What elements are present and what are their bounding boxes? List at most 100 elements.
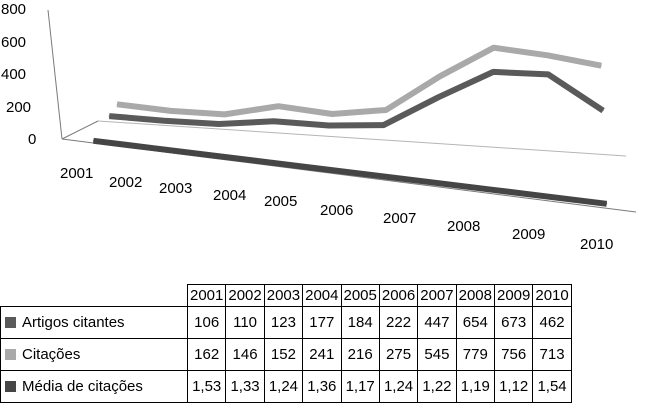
table-cell: 216	[340, 338, 380, 371]
y-axis-line	[47, 9, 63, 140]
data-point	[547, 73, 549, 75]
data-point	[224, 113, 226, 115]
data-point	[328, 125, 330, 126]
y-tick-label: 800	[1, 1, 26, 18]
table-year-header: 2001	[186, 284, 227, 307]
data-point	[273, 120, 275, 122]
x-tick-label: 2010	[580, 236, 613, 253]
table-cell: 162	[186, 338, 227, 371]
table-row: Média de citações 1,53 1,33 1,24 1,36 1,17 1,2…	[0, 370, 572, 403]
table-row: Artigos citantes 106 110 123 177 184 222 447 654…	[0, 306, 572, 339]
series-legend-cell: Citações	[0, 338, 188, 371]
y-tick-label: 600	[1, 34, 26, 51]
series-legend-cell: Artigos citantes	[0, 306, 188, 339]
table-cell: 1,12	[493, 370, 534, 403]
data-point	[108, 115, 110, 117]
data-point	[149, 147, 151, 149]
table-year-header: 2009	[493, 284, 534, 307]
x-tick-label: 2007	[383, 210, 416, 227]
table-corner	[0, 284, 188, 307]
legend-swatch	[5, 349, 16, 360]
table-year-header: 2010	[532, 284, 572, 307]
data-point	[492, 71, 494, 73]
data-point	[116, 103, 118, 105]
table-cell: 1,19	[455, 370, 496, 403]
series-name: Citações	[22, 346, 81, 363]
table-year-header: 2006	[378, 284, 419, 307]
table-cell: 654	[455, 306, 496, 339]
data-point	[207, 154, 208, 156]
data-table: 2001 2002 2003 2004 2005 2006 2007 2008 2009 2010…	[0, 284, 572, 403]
table-year-header: 2004	[302, 284, 342, 307]
x-tick-label: 2002	[109, 174, 142, 191]
data-point	[439, 75, 441, 77]
data-point	[163, 120, 165, 122]
table-cell: 110	[225, 306, 265, 339]
table-cell: 779	[455, 338, 496, 371]
data-point	[277, 105, 279, 107]
data-point	[383, 124, 385, 126]
data-point	[92, 140, 94, 142]
legend-swatch	[5, 381, 16, 392]
data-point	[331, 113, 333, 115]
table-year-header: 2008	[455, 284, 496, 307]
data-point	[549, 196, 551, 198]
table-cell: 1,33	[225, 370, 265, 403]
table-cell: 713	[532, 338, 572, 371]
table-cell: 177	[302, 306, 342, 339]
legend-swatch	[5, 317, 16, 328]
table-cell: 146	[225, 338, 265, 371]
data-point	[321, 168, 322, 170]
table-cell: 447	[417, 306, 457, 339]
table-year-header: 2002	[225, 284, 265, 307]
table-cell: 184	[340, 306, 380, 339]
table-year-header: 2005	[340, 284, 380, 307]
table-cell: 123	[263, 306, 304, 339]
data-point	[170, 110, 172, 112]
series-line	[108, 68, 605, 129]
data-point	[218, 123, 220, 125]
table-cell: 1,17	[340, 370, 380, 403]
table-cell: 1,54	[532, 370, 572, 403]
data-point	[264, 161, 265, 163]
series-name: Artigos citantes	[22, 314, 125, 331]
x-tick-label: 2006	[320, 202, 353, 219]
x-tick-label: 2005	[264, 193, 297, 210]
y-tick-label: 0	[28, 131, 36, 148]
x-tick-label: 2001	[60, 165, 93, 182]
table-cell: 106	[186, 306, 227, 339]
table-cell: 1,53	[186, 370, 227, 403]
x-tick-label: 2004	[213, 187, 246, 204]
y-tick-label: 400	[1, 66, 26, 83]
data-point	[435, 182, 437, 184]
series-line	[116, 44, 602, 118]
x-tick-label: 2008	[447, 218, 480, 235]
y-tick-label: 200	[6, 99, 31, 116]
table-year-header: 2007	[417, 284, 457, 307]
floor-back-edge	[97, 120, 627, 157]
x-tick-label: 2003	[159, 180, 192, 197]
table-cell: 1,22	[417, 370, 457, 403]
data-point	[600, 65, 602, 67]
table-cell: 1,24	[378, 370, 419, 403]
data-point	[378, 175, 380, 177]
data-point	[492, 189, 494, 191]
series-line	[93, 137, 608, 207]
data-point	[493, 47, 495, 49]
data-point	[547, 54, 548, 56]
table-header-row: 2001 2002 2003 2004 2005 2006 2007 2008 2009 2010	[0, 284, 572, 307]
table-cell: 241	[302, 338, 342, 371]
data-point	[606, 203, 608, 205]
table-cell: 545	[417, 338, 457, 371]
data-point	[602, 110, 604, 112]
x-tick-label: 2009	[512, 226, 545, 243]
table-year-header: 2003	[263, 284, 304, 307]
table-cell: 152	[263, 338, 304, 371]
table-cell: 1,24	[263, 370, 304, 403]
table-cell: 673	[493, 306, 534, 339]
table-cell: 275	[378, 338, 419, 371]
floor-side-edge	[61, 120, 99, 140]
series-legend-cell: Média de citações	[0, 370, 188, 403]
series-name: Média de citações	[22, 378, 143, 395]
